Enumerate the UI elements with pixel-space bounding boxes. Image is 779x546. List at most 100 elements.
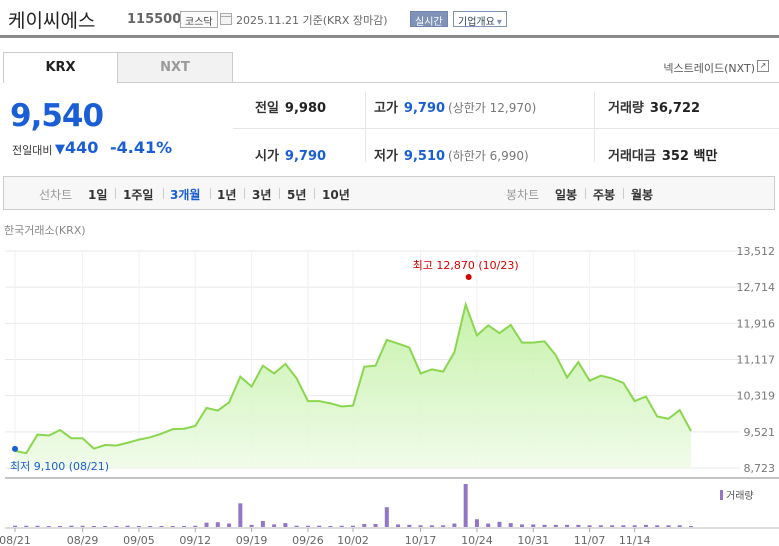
volume-bar	[24, 525, 29, 527]
volume-bar	[227, 523, 232, 527]
period-1w[interactable]: 1주일	[123, 188, 154, 202]
price-area	[15, 304, 691, 468]
current-price: 9,540	[10, 98, 104, 134]
change-percent: -4.41%	[110, 138, 173, 157]
stock-code: 115500	[127, 12, 182, 27]
volume-bar	[260, 520, 265, 527]
volume-bar	[576, 524, 581, 527]
volume-bar	[305, 525, 310, 527]
volume-bar	[80, 525, 85, 527]
period-3m[interactable]: 3개월	[170, 188, 201, 202]
stat-value: 9,510	[403, 149, 446, 164]
stat-high: 고가 9,790 (상한가 12,970)	[374, 97, 536, 116]
candle-monthly[interactable]: 월봉	[631, 188, 654, 202]
period-1d[interactable]: 1일	[88, 188, 108, 202]
period-separator	[210, 188, 211, 199]
market-badge: 코스닥	[180, 11, 218, 28]
volume-bar	[429, 525, 434, 527]
volume-bar	[103, 526, 108, 527]
change-label: 전일대비	[12, 144, 53, 157]
stat-prev-close: 전일 9,980	[255, 97, 326, 116]
period-separator	[314, 188, 315, 199]
change-value: ▼440	[55, 138, 98, 157]
volume-bar	[58, 526, 63, 527]
max-price-marker	[465, 274, 472, 280]
volume-bar	[463, 484, 468, 527]
volume-bar	[565, 524, 570, 527]
volume-bar	[384, 507, 389, 527]
volume-bar	[46, 526, 51, 527]
volume-bar	[520, 524, 524, 527]
volume-bar	[170, 526, 175, 527]
volume-bar	[283, 523, 288, 527]
volume-bar	[598, 525, 603, 527]
volume-bar	[689, 526, 693, 527]
date-text: 2025.11.21 기준(KRX 장마감)	[236, 14, 388, 27]
candle-daily[interactable]: 일봉	[555, 188, 578, 202]
x-tick-label: 10/24	[461, 534, 493, 546]
down-triangle-icon: ▼	[55, 142, 65, 157]
volume-bar	[159, 526, 164, 527]
x-tick-label: 09/05	[123, 534, 155, 546]
period-10y[interactable]: 10년	[322, 188, 350, 202]
period-3y[interactable]: 3년	[252, 188, 272, 202]
price-chart-svg: 13,512 12,714 11,916 11,117 10,319 9,521 8,723…	[0, 245, 779, 546]
period-separator	[623, 188, 624, 199]
x-tick-label: 10/31	[517, 534, 549, 546]
nxt-link[interactable]: 넥스트레이드(NXT)	[663, 62, 755, 75]
volume-bar	[204, 522, 209, 527]
external-link-icon[interactable]: ↗	[757, 60, 769, 72]
stats-column-divider	[594, 92, 595, 162]
realtime-button[interactable]: 실시간	[410, 11, 448, 28]
volume-bar	[328, 526, 333, 527]
stat-low: 저가 9,510 (하한가 6,990)	[374, 145, 529, 164]
y-tick-label: 11,117	[737, 354, 776, 367]
tab-nxt[interactable]: NXT	[117, 52, 233, 83]
volume-bar	[666, 525, 671, 527]
stat-label: 저가	[374, 149, 398, 164]
y-tick-label: 13,512	[737, 245, 776, 258]
x-tick-label: 09/19	[236, 534, 268, 546]
stat-lower-limit: (하한가 6,990)	[448, 149, 529, 163]
line-chart-label: 선차트	[39, 188, 73, 202]
exchange-label: 한국거래소(KRX)	[4, 224, 86, 237]
period-5y[interactable]: 5년	[287, 188, 307, 202]
volume-bar	[114, 526, 119, 527]
volume-bar	[35, 525, 40, 527]
volume-legend-swatch	[720, 490, 723, 500]
volume-bar	[542, 524, 547, 527]
max-price-label: 최고 12,870 (10/23)	[413, 259, 519, 272]
volume-bar	[249, 524, 254, 527]
stat-label: 거래대금	[608, 149, 656, 164]
company-info-button[interactable]: 기업개요 ▾	[453, 11, 507, 28]
volume-bar	[339, 525, 344, 527]
x-tick-label: 08/21	[0, 534, 31, 546]
volume-bar	[272, 524, 277, 527]
volume-bar	[215, 522, 220, 527]
volume-bar	[362, 523, 367, 527]
period-separator	[163, 188, 164, 199]
x-tick-label: 10/17	[405, 534, 437, 546]
calendar-icon	[220, 13, 232, 25]
volume-bar	[91, 526, 96, 527]
volume-bar	[317, 525, 322, 527]
tab-krx[interactable]: KRX	[3, 52, 118, 83]
volume-bar	[148, 526, 153, 527]
volume-bar	[486, 523, 491, 527]
candle-weekly[interactable]: 주봉	[593, 188, 616, 202]
company-info-label: 기업개요	[458, 17, 495, 28]
volume-bar	[553, 524, 558, 527]
stat-value: 9,790	[403, 101, 446, 116]
volume-bar	[193, 525, 198, 527]
volume-bar	[136, 526, 141, 527]
period-1y[interactable]: 1년	[217, 188, 237, 202]
volume-bar	[182, 526, 186, 527]
min-price-marker	[12, 445, 18, 452]
stat-value: 9,980	[284, 101, 327, 116]
volume-bar	[655, 525, 660, 527]
company-name: 케이씨에스	[8, 10, 96, 32]
volume-bar	[610, 525, 615, 527]
x-tick-label: 11/07	[574, 534, 606, 546]
volume-bar	[13, 525, 17, 527]
x-tick-label: 10/02	[337, 534, 369, 546]
